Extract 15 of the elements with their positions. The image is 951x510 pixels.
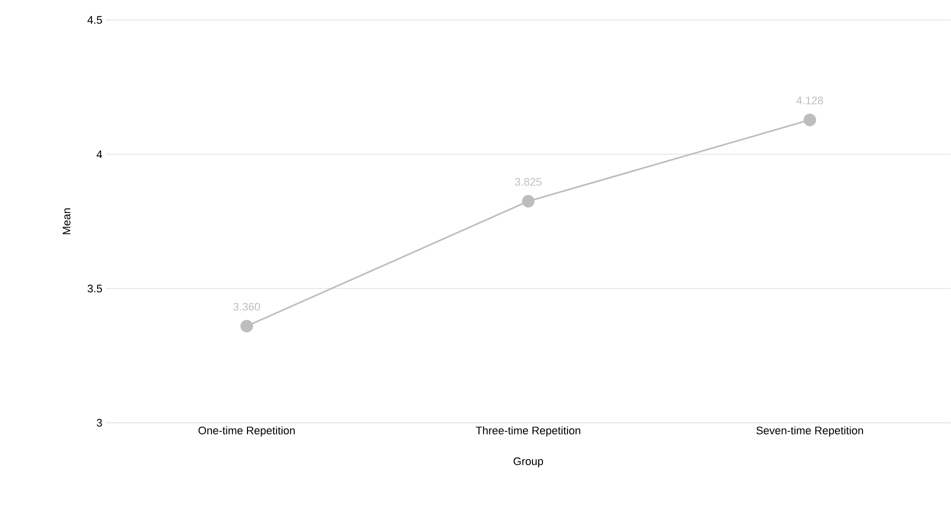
data-label: 4.128 bbox=[796, 96, 824, 104]
point bbox=[804, 114, 816, 126]
x-tick-label: Three-time Repetition bbox=[476, 426, 580, 437]
y-axis-title: Mean bbox=[62, 208, 70, 234]
data-label: 3.825 bbox=[515, 178, 542, 186]
data-label: 3.360 bbox=[233, 302, 260, 311]
x-tick-label: One-time Repetition bbox=[198, 426, 295, 437]
x-axis-title: Group bbox=[514, 457, 544, 468]
point bbox=[522, 195, 535, 208]
y-tick-label: 3.5 bbox=[88, 284, 102, 293]
y-tick-label: 4 bbox=[96, 150, 102, 158]
y-tick-label: 3 bbox=[96, 419, 102, 427]
y-tick-label: 4.5 bbox=[87, 16, 102, 24]
x-tick-label: Seven-time Repetition bbox=[756, 426, 863, 437]
point bbox=[240, 320, 254, 333]
